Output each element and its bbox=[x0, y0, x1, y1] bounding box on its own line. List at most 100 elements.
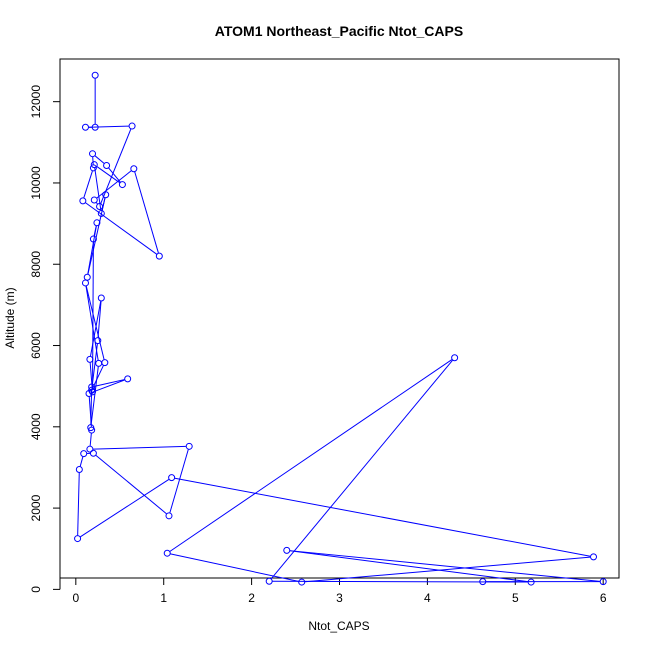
data-point bbox=[599, 578, 607, 586]
data-point bbox=[75, 465, 83, 473]
data-point bbox=[155, 252, 163, 260]
data-point bbox=[90, 161, 98, 169]
series-segment bbox=[92, 365, 104, 388]
series-segment bbox=[169, 359, 453, 552]
data-point bbox=[265, 577, 273, 585]
y-tick-label: 10000 bbox=[29, 166, 43, 200]
data-point bbox=[96, 203, 104, 211]
data-point bbox=[103, 161, 111, 169]
data-point bbox=[80, 450, 88, 458]
y-axis: 0 2000 4000 6000 8000 10000 12000 bbox=[29, 85, 61, 593]
series-layer bbox=[74, 71, 607, 586]
plot-frame bbox=[59, 58, 620, 579]
series-segment bbox=[134, 171, 159, 254]
y-tick-label: 0 bbox=[29, 586, 43, 593]
data-point bbox=[451, 354, 459, 362]
series-segment bbox=[87, 197, 106, 275]
series-segment bbox=[108, 167, 121, 183]
data-point bbox=[165, 512, 173, 520]
series-segment bbox=[96, 166, 120, 184]
data-point bbox=[298, 578, 306, 586]
data-point bbox=[90, 196, 98, 204]
series-segment bbox=[100, 128, 132, 204]
y-tick-label: 6000 bbox=[29, 332, 43, 359]
data-point bbox=[102, 191, 110, 199]
series-segment bbox=[90, 366, 99, 425]
data-point bbox=[88, 383, 96, 391]
series-segment bbox=[80, 478, 170, 538]
series-segment bbox=[88, 125, 129, 128]
data-point bbox=[97, 209, 105, 217]
x-tick-label: 6 bbox=[600, 591, 607, 605]
series-segment bbox=[93, 225, 97, 236]
data-point bbox=[74, 535, 82, 543]
chart-title: ATOM1 Northeast_Pacific Ntot_CAPS bbox=[215, 23, 463, 39]
data-point bbox=[88, 426, 96, 434]
series-segment bbox=[97, 301, 102, 338]
series-segment bbox=[89, 301, 102, 357]
x-tick-label: 2 bbox=[248, 591, 255, 605]
data-point bbox=[89, 164, 97, 172]
data-point bbox=[89, 449, 97, 457]
data-point bbox=[91, 71, 99, 79]
series-segment bbox=[88, 396, 92, 427]
x-tick-label: 0 bbox=[72, 591, 79, 605]
data-point bbox=[93, 219, 101, 227]
series-segment bbox=[89, 433, 92, 446]
data-point bbox=[283, 546, 291, 554]
x-tick-label: 3 bbox=[336, 591, 343, 605]
data-point bbox=[86, 355, 94, 363]
series-segment bbox=[289, 550, 528, 583]
data-point bbox=[89, 150, 97, 158]
data-point bbox=[185, 442, 193, 450]
series-segment bbox=[95, 202, 98, 205]
y-tick-label: 2000 bbox=[29, 494, 43, 521]
data-point bbox=[101, 359, 109, 367]
series-segment bbox=[94, 379, 125, 387]
data-point bbox=[83, 273, 91, 281]
data-point bbox=[168, 474, 176, 482]
data-point bbox=[130, 165, 138, 173]
data-point bbox=[79, 197, 87, 205]
series-segment bbox=[304, 556, 591, 583]
series-segment bbox=[77, 472, 80, 536]
data-point bbox=[479, 578, 487, 586]
data-point bbox=[86, 445, 94, 453]
data-point bbox=[81, 123, 89, 131]
data-point bbox=[94, 337, 102, 345]
series-segment bbox=[289, 550, 600, 582]
data-point bbox=[118, 181, 126, 189]
data-point bbox=[95, 359, 103, 367]
y-tick-label: 12000 bbox=[29, 85, 43, 119]
series-segment bbox=[83, 170, 93, 198]
data-point bbox=[590, 553, 598, 561]
data-point bbox=[163, 549, 171, 557]
data-point bbox=[527, 578, 535, 586]
data-point bbox=[89, 235, 97, 243]
series-segment bbox=[85, 286, 99, 361]
series-segment bbox=[170, 553, 299, 582]
data-point bbox=[128, 122, 136, 130]
series-segment bbox=[91, 379, 125, 393]
x-tick-label: 5 bbox=[512, 591, 519, 605]
x-tick-label: 4 bbox=[424, 591, 431, 605]
series-segment bbox=[85, 202, 157, 255]
x-axis-label: Ntot_CAPS bbox=[308, 619, 369, 633]
series-segment bbox=[169, 449, 189, 513]
series-segment bbox=[174, 477, 591, 557]
series-segment bbox=[270, 359, 453, 580]
data-point bbox=[85, 389, 93, 397]
data-point bbox=[81, 279, 89, 287]
x-tick-label: 1 bbox=[160, 591, 167, 605]
data-point bbox=[124, 375, 132, 383]
data-point bbox=[91, 123, 99, 131]
series-segment bbox=[93, 445, 186, 450]
y-tick-label: 4000 bbox=[29, 413, 43, 440]
data-point bbox=[97, 294, 105, 302]
series-segment bbox=[94, 155, 105, 164]
series-segment bbox=[95, 454, 167, 515]
series-segment bbox=[79, 456, 84, 467]
series-segment bbox=[272, 580, 528, 583]
series-segment bbox=[85, 286, 105, 360]
